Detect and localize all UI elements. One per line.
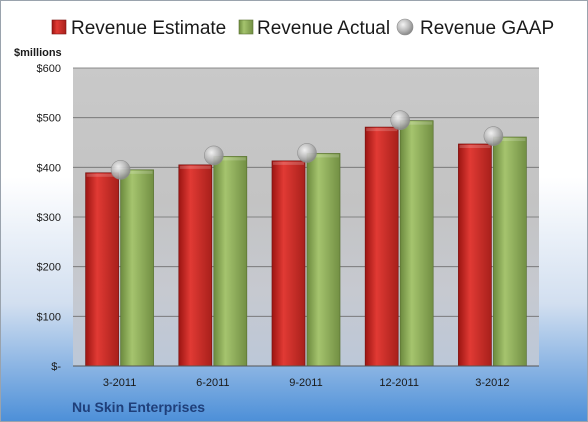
marker-revenue-gaap — [204, 145, 224, 166]
bar-revenue-actual — [399, 120, 434, 367]
legend-swatch-estimate — [51, 19, 67, 35]
bar-revenue-actual-highlight — [494, 138, 526, 142]
x-axis-ticks: 3-2011 6-2011 9-2011 12-2011 3-2012 — [103, 377, 510, 389]
x-tick-label: 6-2011 — [196, 377, 229, 389]
legend-label-estimate: Revenue Estimate — [71, 18, 226, 39]
legend-label-gaap: Revenue GAAP — [420, 18, 554, 39]
x-tick-label: 3-2011 — [103, 377, 136, 389]
legend-swatch-gaap — [396, 18, 414, 36]
y-tick-label: $200 — [37, 262, 61, 274]
y-tick-label: $300 — [37, 212, 61, 224]
bar-revenue-estimate-highlight — [366, 128, 398, 132]
bar-revenue-estimate-highlight — [179, 165, 211, 169]
bar-revenue-actual-highlight — [308, 154, 339, 158]
bar-revenue-actual-highlight — [401, 121, 433, 125]
y-axis-unit-label: $millions — [14, 47, 62, 59]
bar-revenue-actual-highlight — [214, 157, 246, 161]
legend-item-estimate: Revenue Estimate — [51, 18, 226, 39]
marker-revenue-gaap — [297, 143, 317, 163]
y-tick-label: $100 — [37, 311, 61, 323]
bar-revenue-estimate-highlight — [273, 161, 304, 165]
marker-revenue-gaap — [390, 110, 411, 130]
bars — [85, 120, 527, 367]
legend: Revenue Estimate Revenue Actual Revenue … — [51, 18, 554, 39]
bar-revenue-estimate — [85, 172, 119, 367]
legend-item-gaap: Revenue GAAP — [396, 18, 554, 39]
y-tick-label: $- — [51, 361, 61, 373]
bar-revenue-actual-highlight — [121, 170, 153, 174]
y-axis-ticks: $- $100 $200 $300 $400 $500 $600 — [37, 63, 62, 373]
bar-revenue-estimate-highlight — [459, 144, 491, 148]
bar-revenue-actual — [120, 169, 154, 367]
bar-revenue-estimate — [364, 126, 399, 367]
bar-revenue-actual — [306, 153, 341, 367]
bar-revenue-actual — [213, 156, 248, 367]
company-name: Nu Skin Enterprises — [72, 399, 205, 415]
x-tick-label: 9-2011 — [289, 377, 322, 389]
bar-revenue-estimate — [178, 164, 213, 367]
legend-item-actual: Revenue Actual — [238, 18, 390, 39]
bar-revenue-estimate-highlight — [86, 173, 118, 177]
legend-label-actual: Revenue Actual — [257, 18, 390, 39]
bar-revenue-estimate — [271, 160, 306, 367]
marker-revenue-gaap — [110, 160, 131, 180]
bar-revenue-actual — [493, 136, 527, 367]
legend-swatch-actual — [238, 19, 254, 35]
y-tick-label: $600 — [37, 63, 61, 75]
y-tick-label: $500 — [37, 113, 61, 125]
x-tick-label: 12-2011 — [379, 377, 419, 389]
marker-revenue-gaap — [483, 126, 504, 146]
x-tick-label: 3-2012 — [475, 377, 509, 389]
gaap-markers — [110, 110, 504, 180]
y-tick-label: $400 — [37, 162, 61, 174]
bar-revenue-estimate — [458, 143, 492, 367]
